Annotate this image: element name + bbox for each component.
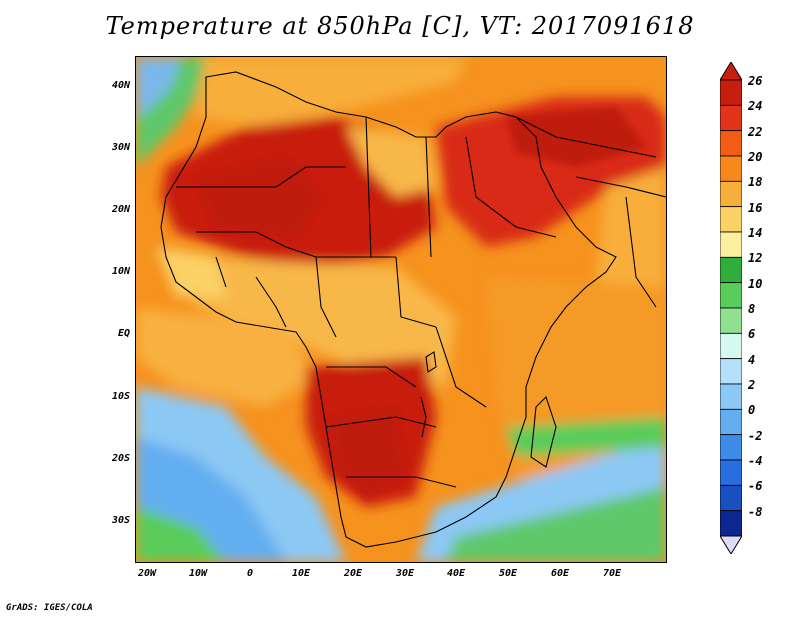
colorbar-tick-label: -6 xyxy=(748,479,763,494)
colorbar-tick-label: 24 xyxy=(748,99,763,114)
colorbar-swatch xyxy=(720,256,742,284)
colorbar xyxy=(720,62,742,554)
credit-text: GrADS: IGES/COLA xyxy=(6,603,93,613)
colorbar-tick-label: -2 xyxy=(748,428,763,443)
colorbar-tick-label: 26 xyxy=(748,74,763,88)
colorbar-swatch xyxy=(720,383,742,410)
colorbar-swatch xyxy=(720,307,742,334)
lon-label-60e: 60E xyxy=(550,568,570,579)
lat-label-eq: EQ xyxy=(117,328,130,339)
lat-label-40n: 40N xyxy=(111,80,130,91)
colorbar-tick-label: 6 xyxy=(748,327,756,342)
colorbar-swatch xyxy=(720,130,742,157)
colorbar-low-cap xyxy=(720,535,742,554)
colorbar-swatch xyxy=(720,282,742,309)
colorbar-tick-label: 22 xyxy=(748,124,763,139)
colorbar-tick-label: 2 xyxy=(748,378,756,392)
temperature-field xyxy=(136,57,666,562)
colorbar-swatch xyxy=(720,459,742,486)
lon-label-0: 0 xyxy=(246,568,254,579)
lat-label-20n: 20N xyxy=(111,204,130,215)
colorbar-swatch xyxy=(720,79,742,106)
colorbar-swatch xyxy=(720,180,742,208)
colorbar-swatch xyxy=(720,510,742,537)
colorbar-swatch xyxy=(720,155,742,182)
colorbar-high-cap xyxy=(720,62,742,81)
lat-label-30n: 30N xyxy=(111,142,130,153)
lat-label-10n: 10N xyxy=(111,266,130,277)
lon-label-30e: 30E xyxy=(395,568,415,579)
colorbar-swatch xyxy=(720,231,742,258)
colorbar-tick-label: 0 xyxy=(748,403,756,418)
lat-label-10s: 10S xyxy=(111,391,130,402)
lon-label-70e: 70E xyxy=(602,568,622,579)
lat-label-30s: 30S xyxy=(111,515,130,526)
lon-label-40e: 40E xyxy=(446,568,466,579)
colorbar-swatch xyxy=(720,358,742,385)
colorbar-tick-label: 20 xyxy=(748,150,763,164)
colorbar-swatch xyxy=(720,104,742,132)
colorbar-tick-label: 12 xyxy=(748,251,763,266)
colorbar-tick-label: -8 xyxy=(748,504,763,519)
lon-label-10e: 10E xyxy=(291,568,311,579)
colorbar-tick-label: 4 xyxy=(748,352,756,367)
colorbar-tick-label: 14 xyxy=(748,226,763,240)
lon-label-10w: 10W xyxy=(188,568,208,579)
lon-label-20e: 20E xyxy=(343,568,363,579)
lat-label-20s: 20S xyxy=(111,453,130,464)
colorbar-tick-label: -4 xyxy=(748,454,763,468)
colorbar-swatch xyxy=(720,484,742,512)
map-title: Temperature at 850hPa [C], VT: 201709161… xyxy=(105,12,695,40)
colorbar-swatch xyxy=(720,332,742,360)
colorbar-tick-label: 8 xyxy=(748,302,756,316)
colorbar-swatch xyxy=(720,408,742,436)
map-plot xyxy=(135,56,667,563)
lon-label-20w: 20W xyxy=(137,568,157,579)
colorbar-swatch xyxy=(720,434,742,461)
colorbar-swatch xyxy=(720,206,742,233)
lon-label-50e: 50E xyxy=(498,568,518,579)
colorbar-tick-label: 18 xyxy=(748,175,763,190)
coastline xyxy=(160,71,666,548)
colorbar-tick-label: 16 xyxy=(748,200,763,215)
colorbar-tick-label: 10 xyxy=(748,276,763,291)
